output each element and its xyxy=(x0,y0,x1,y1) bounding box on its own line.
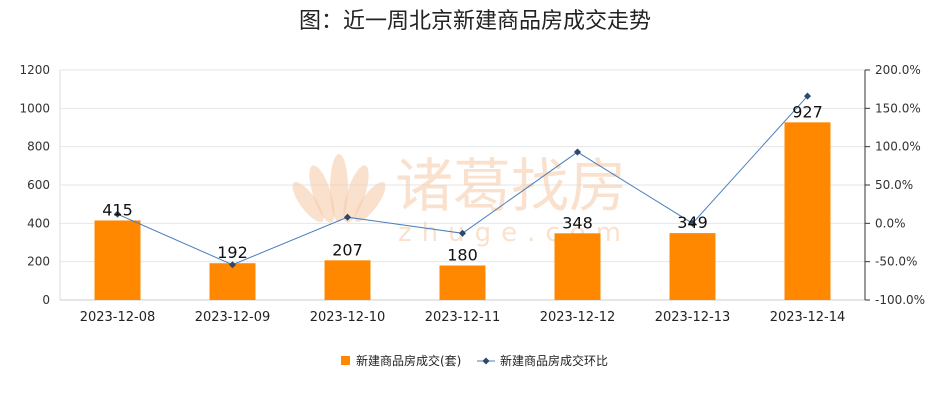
x-tick-label: 2023-12-11 xyxy=(425,310,501,325)
bar xyxy=(784,122,831,300)
legend: 新建商品房成交(套) 新建商品房成交环比 xyxy=(341,353,608,368)
line-point xyxy=(228,261,237,269)
legend-label-bar: 新建商品房成交(套) xyxy=(356,353,461,368)
bar xyxy=(209,263,256,300)
y-right-tick-label: -100.0% xyxy=(875,293,925,307)
y-left-tick-label: 600 xyxy=(27,178,50,192)
legend-swatch-bar xyxy=(341,356,350,365)
line-point xyxy=(573,148,582,156)
bar-data-label: 927 xyxy=(792,102,823,121)
line-point xyxy=(343,213,352,221)
line-point xyxy=(688,219,697,227)
y-left-tick-label: 1200 xyxy=(19,63,50,77)
x-tick-label: 2023-12-12 xyxy=(540,310,616,325)
line-point xyxy=(113,210,122,218)
watermark-brand: 诸葛找房 xyxy=(395,152,627,220)
gridlines xyxy=(59,69,865,301)
y-right-tick-label: -50.0% xyxy=(875,255,917,269)
y-axis-right: -100.0% -50.0% 0.0% 50.0% 100.0% 150.0% 200.0% xyxy=(864,63,925,307)
line-point xyxy=(803,92,812,100)
x-tick-label: 2023-12-09 xyxy=(195,310,271,325)
bar-data-label: 348 xyxy=(562,213,593,232)
y-right-tick-label: 200.0% xyxy=(875,63,921,77)
chart-title: 图：近一周北京新建商品房成交走势 xyxy=(299,9,651,34)
bar xyxy=(554,233,601,300)
x-tick-label: 2023-12-14 xyxy=(770,310,846,325)
y-right-tick-label: 0.0% xyxy=(875,216,906,230)
line-point xyxy=(458,229,467,237)
legend-label-line: 新建商品房成交环比 xyxy=(500,353,608,368)
y-left-tick-label: 1000 xyxy=(19,101,50,115)
y-left-tick-label: 200 xyxy=(27,255,50,269)
bar xyxy=(439,265,486,300)
bar xyxy=(669,233,716,300)
x-axis: 2023-12-08 2023-12-09 2023-12-10 2023-12-11… xyxy=(80,310,846,325)
bar-data-label: 207 xyxy=(332,240,363,259)
x-tick-label: 2023-12-08 xyxy=(80,310,156,325)
y-right-tick-label: 150.0% xyxy=(875,101,921,115)
bar-data-label: 192 xyxy=(217,243,248,262)
lotus-icon xyxy=(292,154,386,223)
legend-marker-line xyxy=(482,357,490,365)
y-right-tick-label: 50.0% xyxy=(875,178,913,192)
bar-data-label: 415 xyxy=(102,200,133,219)
bar-data-labels: 415 192 207 180 348 349 927 xyxy=(102,102,823,264)
y-left-tick-label: 0 xyxy=(42,293,50,307)
bar xyxy=(94,220,141,300)
y-left-tick-label: 400 xyxy=(27,216,50,230)
bar xyxy=(324,260,371,300)
watermark-logo: 诸葛找房 zhuge.com xyxy=(292,152,627,248)
y-right-tick-label: 100.0% xyxy=(875,140,921,154)
x-tick-label: 2023-12-13 xyxy=(655,310,731,325)
y-left-tick-label: 800 xyxy=(27,140,50,154)
bar-series xyxy=(94,122,831,300)
bar-data-label: 349 xyxy=(677,213,708,232)
bar-data-label: 180 xyxy=(447,246,478,265)
line-series xyxy=(113,92,812,269)
y-axis-left: 0 200 400 600 800 1000 1200 xyxy=(19,63,50,307)
x-tick-label: 2023-12-10 xyxy=(310,310,386,325)
